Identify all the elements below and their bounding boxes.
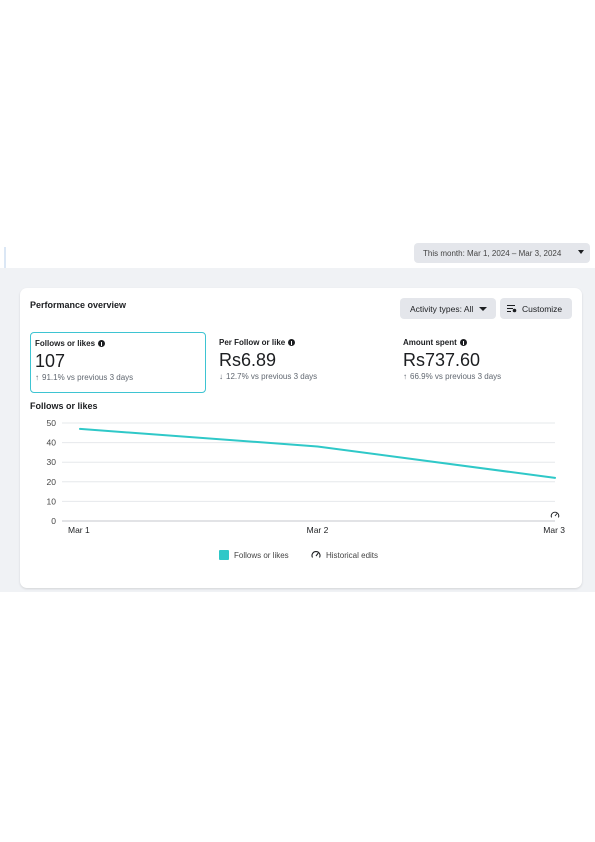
metric-change: 66.9% vs previous 3 days — [410, 372, 502, 381]
follows-line-chart: 0 10 20 30 40 50 Mar 1 Mar 2 Mar 3 — [47, 418, 566, 534]
metric-change: 91.1% vs previous 3 days — [42, 373, 134, 382]
chart-section-title: Follows or likes — [30, 401, 98, 411]
y-tick-label: 40 — [47, 438, 57, 448]
gauge-icon — [311, 551, 321, 558]
legend-label: Historical edits — [326, 550, 379, 560]
metric-value: Rs737.60 — [403, 350, 481, 370]
chart-legend: Follows or likes Historical edits — [20, 550, 582, 564]
y-tick-label: 30 — [47, 457, 57, 467]
card-title: Performance overview — [30, 300, 127, 310]
activity-types-label: Activity types: All — [410, 303, 474, 314]
performance-overview-card: Performance overview Activity types: All… — [20, 288, 582, 588]
y-tick-label: 10 — [47, 496, 57, 506]
info-icon[interactable] — [98, 340, 106, 347]
sliders-icon — [507, 305, 517, 313]
legend-item-follows[interactable]: Follows or likes — [219, 550, 289, 560]
screenshot-region: This month: Mar 1, 2024 – Mar 3, 2024 Pe… — [0, 243, 595, 592]
date-range-label: This month: Mar 1, 2024 – Mar 3, 2024 — [423, 248, 562, 258]
metric-amount-spent[interactable]: Amount spent Rs737.60 ↑ 66.9% vs previous… — [399, 332, 575, 393]
chevron-down-icon — [479, 307, 487, 311]
chevron-down-icon — [578, 250, 584, 254]
historical-edit-marker — [550, 511, 560, 518]
customize-button[interactable]: Customize — [500, 298, 572, 319]
left-accent — [4, 247, 6, 268]
metric-label: Amount spent — [403, 338, 457, 347]
data-point — [316, 445, 319, 448]
y-tick-label: 20 — [47, 477, 57, 487]
arrow-up-icon: ↑ — [403, 372, 407, 381]
activity-types-button[interactable]: Activity types: All — [400, 298, 496, 319]
metric-label: Follows or likes — [35, 339, 96, 348]
arrow-up-icon: ↑ — [35, 373, 39, 382]
metric-change: 12.7% vs previous 3 days — [226, 372, 318, 381]
metric-value: Rs6.89 — [219, 350, 277, 370]
x-tick-label: Mar 1 — [68, 525, 90, 534]
arrow-down-icon: ↓ — [219, 372, 223, 381]
metric-value: 107 — [35, 351, 66, 371]
y-tick-label: 50 — [47, 418, 57, 428]
legend-swatch — [219, 550, 229, 560]
legend-label: Follows or likes — [234, 550, 289, 560]
metric-per-follow-or-like[interactable]: Per Follow or like Rs6.89 ↓ 12.7% vs prev… — [215, 332, 391, 393]
customize-label: Customize — [522, 303, 563, 314]
info-icon[interactable] — [288, 339, 296, 346]
series-line — [79, 427, 556, 479]
data-point — [79, 428, 81, 430]
legend-item-historical-edits[interactable]: Historical edits — [311, 550, 378, 560]
metric-label: Per Follow or like — [219, 338, 286, 347]
top-bar: This month: Mar 1, 2024 – Mar 3, 2024 — [0, 243, 595, 268]
metric-follows-or-likes[interactable]: Follows or likes 107 ↑ 91.1% vs previous … — [30, 332, 206, 393]
data-point — [554, 477, 556, 479]
x-tick-label: Mar 3 — [543, 525, 565, 534]
info-icon[interactable] — [459, 339, 467, 346]
x-tick-label: Mar 2 — [307, 525, 329, 534]
y-tick-label: 0 — [51, 516, 56, 526]
date-range-selector[interactable]: This month: Mar 1, 2024 – Mar 3, 2024 — [414, 243, 590, 263]
